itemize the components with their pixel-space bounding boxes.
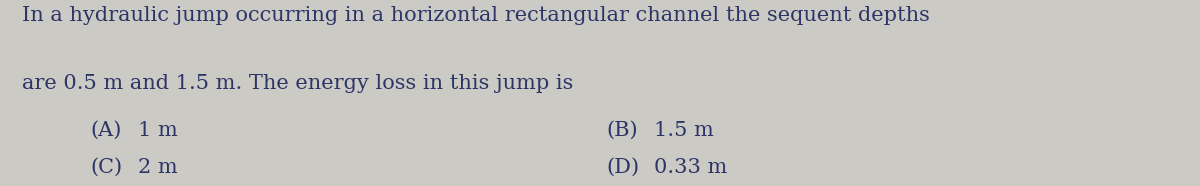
Text: 0.33 m: 0.33 m	[654, 158, 727, 177]
Text: (C): (C)	[90, 158, 122, 177]
Text: 1 m: 1 m	[138, 121, 178, 140]
Text: (D): (D)	[606, 158, 640, 177]
Text: 2 m: 2 m	[138, 158, 178, 177]
Text: In a hydraulic jump occurring in a horizontal rectangular channel the sequent de: In a hydraulic jump occurring in a horiz…	[22, 6, 930, 25]
Text: (A): (A)	[90, 121, 121, 140]
Text: (B): (B)	[606, 121, 637, 140]
Text: are 0.5 m and 1.5 m. The energy loss in this jump is: are 0.5 m and 1.5 m. The energy loss in …	[22, 74, 572, 93]
Text: 1.5 m: 1.5 m	[654, 121, 714, 140]
